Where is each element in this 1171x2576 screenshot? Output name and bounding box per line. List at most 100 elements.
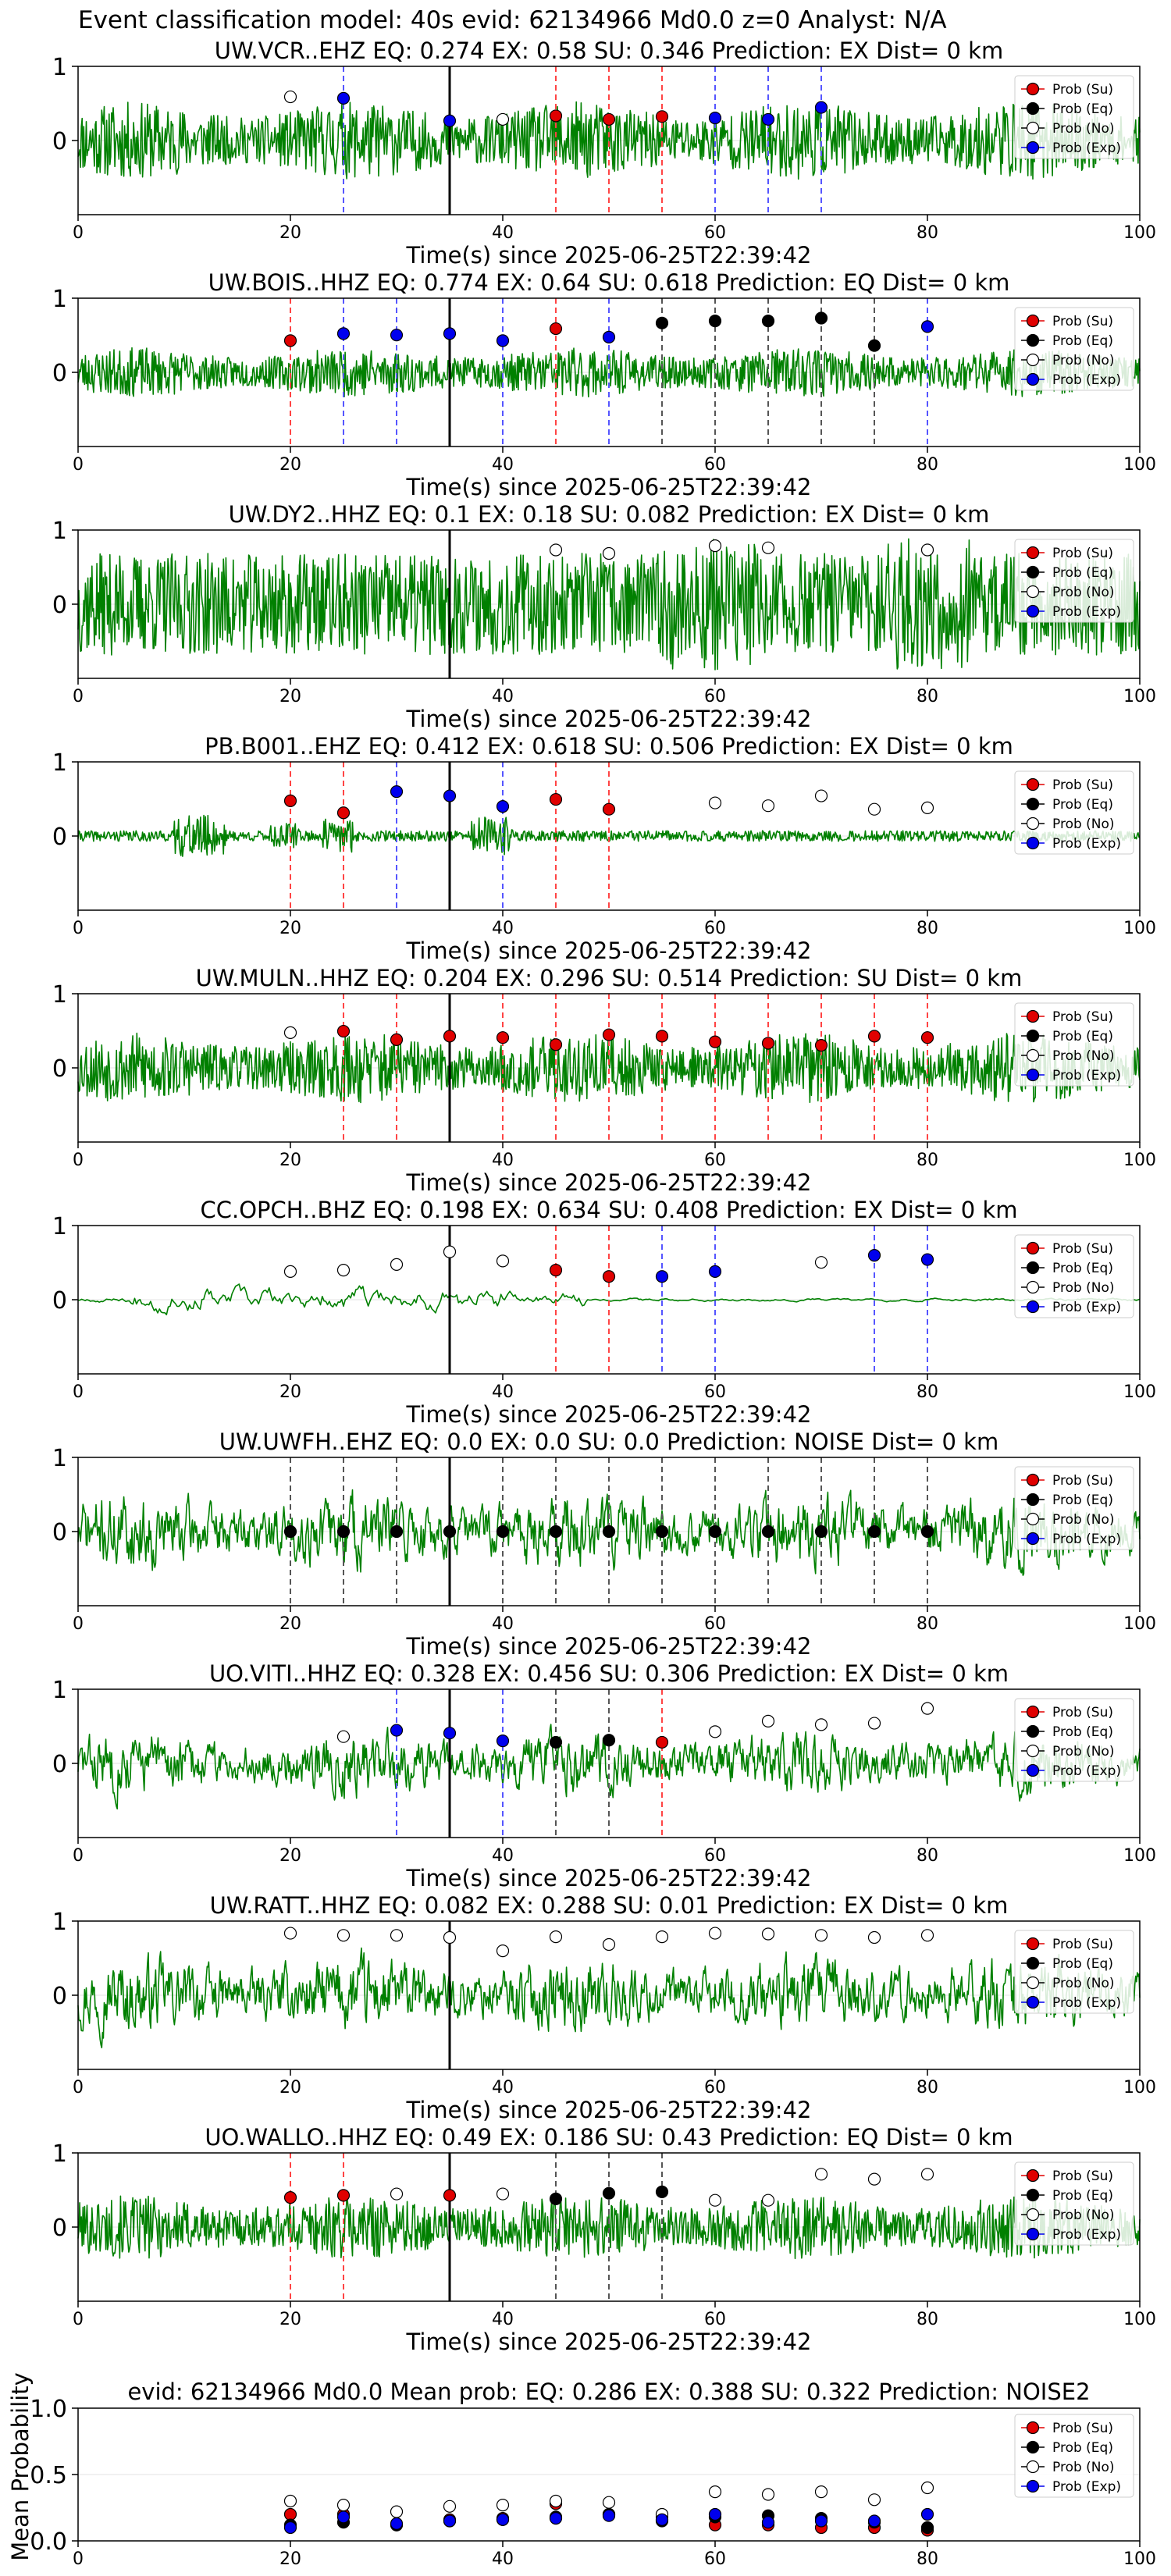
x-tick-label: 100 bbox=[1123, 919, 1156, 938]
prob-point bbox=[496, 799, 510, 813]
panel-title: UW.VCR..EHZ EQ: 0.274 EX: 0.58 SU: 0.346… bbox=[215, 37, 1003, 64]
prob-point bbox=[496, 1944, 510, 1958]
panel-title: CC.OPCH..BHZ EQ: 0.198 EX: 0.634 SU: 0.4… bbox=[200, 1197, 1017, 1223]
prob-point bbox=[920, 1702, 934, 1715]
x-tick-label: 40 bbox=[492, 1151, 514, 1170]
mean-prob-point bbox=[283, 2521, 297, 2535]
legend-marker bbox=[1026, 141, 1040, 155]
x-tick-label: 100 bbox=[1123, 455, 1156, 475]
prob-point bbox=[443, 789, 457, 802]
prob-point bbox=[496, 1254, 510, 1268]
x-tick-label: 60 bbox=[704, 2310, 726, 2329]
mean-prob-point bbox=[496, 2499, 510, 2512]
prob-point bbox=[496, 1525, 510, 1539]
x-tick-label: 40 bbox=[492, 1382, 514, 1402]
prob-point bbox=[283, 2190, 297, 2204]
legend-box bbox=[1014, 1466, 1134, 1550]
mean-prob-point bbox=[920, 2507, 934, 2521]
prob-point bbox=[814, 1525, 828, 1539]
prob-point bbox=[814, 1256, 828, 1269]
prob-point bbox=[549, 792, 563, 806]
x-tick-label: 20 bbox=[279, 2549, 301, 2569]
page-title: Event classification model: 40s evid: 62… bbox=[78, 6, 947, 34]
prob-point bbox=[814, 1039, 828, 1052]
x-axis-label: Time(s) since 2025-06-25T22:39:42 bbox=[406, 474, 812, 500]
prob-point bbox=[283, 794, 297, 807]
y-tick-label: 0 bbox=[52, 360, 67, 387]
x-axis-label: Time(s) since 2025-06-25T22:39:42 bbox=[406, 242, 812, 269]
station-panel: UW.RATT..HHZ EQ: 0.082 EX: 0.288 SU: 0.0… bbox=[52, 1892, 1156, 2123]
prob-point bbox=[761, 1714, 775, 1727]
x-tick-label: 20 bbox=[279, 2310, 301, 2329]
legend-label: Prob (Exp) bbox=[1052, 372, 1121, 388]
x-tick-label: 100 bbox=[1123, 2549, 1156, 2569]
station-panel: UW.UWFH..EHZ EQ: 0.0 EX: 0.0 SU: 0.0 Pre… bbox=[52, 1429, 1156, 1660]
y-tick-label: 1 bbox=[52, 1213, 67, 1240]
waveform-trace bbox=[77, 1947, 1141, 2048]
legend-label: Prob (Su) bbox=[1052, 314, 1113, 329]
x-tick-label: 100 bbox=[1123, 1382, 1156, 1402]
station-panel: CC.OPCH..BHZ EQ: 0.198 EX: 0.634 SU: 0.4… bbox=[52, 1197, 1156, 1428]
prob-point bbox=[549, 2192, 563, 2205]
x-tick-label: 0 bbox=[73, 2549, 84, 2569]
prob-point bbox=[283, 1265, 297, 1279]
legend-label: Prob (Exp) bbox=[1052, 2227, 1121, 2243]
prob-point bbox=[814, 1718, 828, 1731]
legend-marker bbox=[1026, 836, 1040, 850]
x-tick-label: 100 bbox=[1123, 223, 1156, 243]
x-tick-label: 0 bbox=[73, 919, 84, 938]
y-tick-label: 1 bbox=[52, 2140, 67, 2168]
x-tick-label: 40 bbox=[492, 1846, 514, 1866]
prob-point bbox=[336, 1929, 351, 1942]
mean-prob-point bbox=[920, 2481, 934, 2495]
legend-label: Prob (Exp) bbox=[1052, 141, 1121, 156]
prob-point bbox=[496, 1031, 510, 1044]
mean-prob-point bbox=[602, 2496, 616, 2509]
legend-marker bbox=[1026, 1532, 1040, 1546]
x-tick-label: 40 bbox=[492, 2078, 514, 2097]
prob-point bbox=[390, 1929, 404, 1942]
legend-marker bbox=[1026, 1029, 1040, 1043]
mean-prob-point bbox=[336, 2499, 351, 2512]
y-tick-label: 1 bbox=[52, 1909, 67, 1936]
y-tick-label: 1 bbox=[52, 749, 67, 777]
legend-label: Prob (No) bbox=[1052, 585, 1115, 600]
legend-label: Prob (Exp) bbox=[1052, 1763, 1121, 1779]
prob-point bbox=[283, 1026, 297, 1039]
legend-label: Prob (No) bbox=[1052, 1280, 1115, 1296]
mean-prob-point bbox=[496, 2513, 510, 2526]
prob-point bbox=[602, 1525, 616, 1539]
y-tick-label: 0 bbox=[52, 592, 67, 619]
legend-marker bbox=[1026, 2169, 1040, 2183]
waveform-trace bbox=[77, 538, 1141, 671]
panel-title: UW.RATT..HHZ EQ: 0.082 EX: 0.288 SU: 0.0… bbox=[210, 1892, 1009, 1919]
panel-title: UW.MULN..HHZ EQ: 0.204 EX: 0.296 SU: 0.5… bbox=[196, 965, 1023, 991]
prob-point bbox=[443, 1727, 457, 1740]
prob-point bbox=[336, 1263, 351, 1277]
panel-title: UW.BOIS..HHZ EQ: 0.774 EX: 0.64 SU: 0.61… bbox=[208, 269, 1010, 296]
prob-point bbox=[390, 329, 404, 342]
legend-label: Prob (Exp) bbox=[1052, 836, 1121, 852]
legend-label: Prob (Eq) bbox=[1052, 565, 1113, 581]
prob-point bbox=[443, 1030, 457, 1043]
prob-point bbox=[867, 339, 881, 352]
y-tick-label: 0 bbox=[52, 824, 67, 851]
prob-point bbox=[602, 802, 616, 816]
prob-point bbox=[602, 1270, 616, 1283]
legend-label: Prob (Exp) bbox=[1052, 604, 1121, 620]
prob-point bbox=[602, 112, 616, 126]
x-tick-label: 0 bbox=[73, 1382, 84, 1402]
x-tick-label: 0 bbox=[73, 1614, 84, 1634]
prob-point bbox=[867, 2172, 881, 2186]
panel-title: UO.WALLO..HHZ EQ: 0.49 EX: 0.186 SU: 0.4… bbox=[205, 2124, 1013, 2151]
legend-label: Prob (No) bbox=[1052, 2460, 1115, 2475]
legend-marker bbox=[1026, 585, 1040, 599]
legend: Prob (Su) Prob (Eq) Prob (No) Prob (Exp) bbox=[1014, 307, 1134, 391]
x-tick-label: 80 bbox=[917, 687, 938, 706]
prob-point bbox=[814, 789, 828, 802]
prob-point bbox=[390, 785, 404, 799]
station-panel: UW.BOIS..HHZ EQ: 0.774 EX: 0.64 SU: 0.61… bbox=[52, 269, 1156, 500]
legend-label: Prob (Eq) bbox=[1052, 1724, 1113, 1740]
x-tick-label: 100 bbox=[1123, 1151, 1156, 1170]
legend: Prob (Su) Prob (Eq) Prob (No) Prob (Exp) bbox=[1014, 2161, 1134, 2246]
